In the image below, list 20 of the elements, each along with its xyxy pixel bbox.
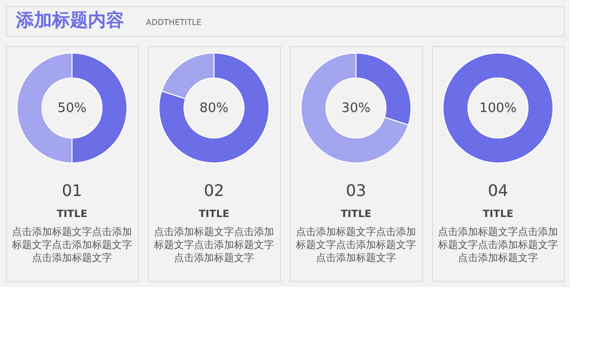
- text: 04: [488, 181, 508, 200]
- text: 添加标题内容: [15, 10, 124, 31]
- text: 点击添加标题文字点击添加标题文字点击添加标题文字点击添加标题文字: [437, 226, 558, 264]
- text: 30%: [342, 101, 370, 116]
- text: TITLE: [482, 209, 514, 220]
- text: 03: [346, 181, 366, 200]
- text: 02: [204, 181, 224, 200]
- donut-slice: [158, 52, 270, 164]
- text: 点击添加标题文字点击添加标题文字点击添加标题文字点击添加标题文字: [153, 226, 274, 264]
- text: 点击添加标题文字点击添加标题文字点击添加标题文字点击添加标题文字: [295, 226, 416, 264]
- donut-slice: [300, 52, 409, 164]
- text: TITLE: [56, 209, 88, 220]
- text: TITLE: [340, 209, 372, 220]
- text: 01: [62, 181, 82, 200]
- text: 50%: [58, 101, 86, 116]
- text: 点击添加标题文字点击添加标题文字点击添加标题文字点击添加标题文字: [11, 226, 132, 264]
- text: 80%: [200, 101, 228, 116]
- text: ADDTHETITLE: [146, 18, 202, 27]
- text: 100%: [479, 101, 517, 116]
- text: TITLE: [198, 209, 230, 220]
